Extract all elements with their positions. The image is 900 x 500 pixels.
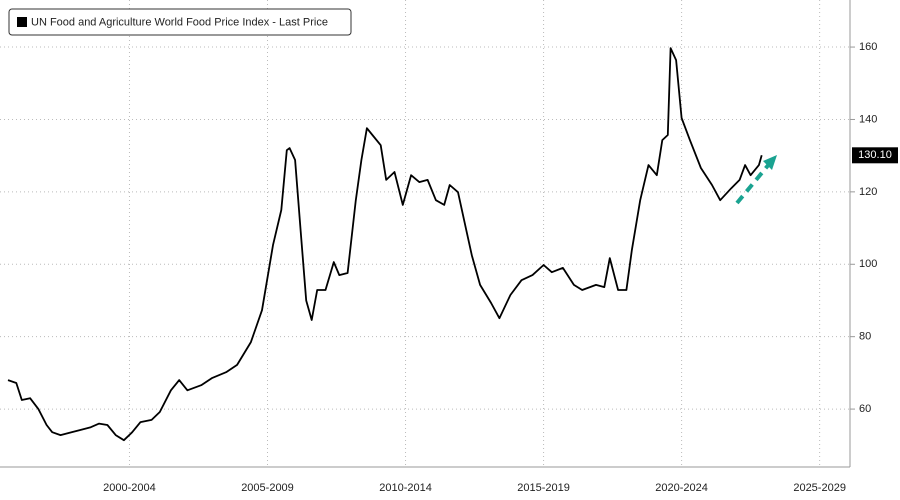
x-tick-label: 2000-2004 <box>103 482 156 494</box>
trend-arrow <box>735 161 772 205</box>
x-tick-label: 2005-2009 <box>241 482 294 494</box>
legend-swatch <box>17 17 27 27</box>
y-tick-label: 80 <box>859 331 871 343</box>
last-value-label: 130.10 <box>858 149 892 161</box>
grid <box>0 0 850 467</box>
y-tick-label: 60 <box>859 403 871 415</box>
x-tick-label: 2010-2014 <box>379 482 432 494</box>
y-tick-label: 100 <box>859 258 877 270</box>
x-tick-label: 2015-2019 <box>517 482 570 494</box>
series-line <box>7 47 763 442</box>
y-tick-label: 160 <box>859 41 877 53</box>
trend-arrow-head <box>763 155 777 170</box>
last-value-box <box>852 147 898 164</box>
y-tick-label: 120 <box>859 186 877 198</box>
legend-box <box>8 8 352 36</box>
plot <box>7 47 763 442</box>
y-tick-label: 140 <box>859 113 877 125</box>
x-tick-label: 2025-2029 <box>793 482 846 494</box>
x-tick-label: 2020-2024 <box>655 482 708 494</box>
legend-label: UN Food and Agriculture World Food Price… <box>31 16 328 28</box>
